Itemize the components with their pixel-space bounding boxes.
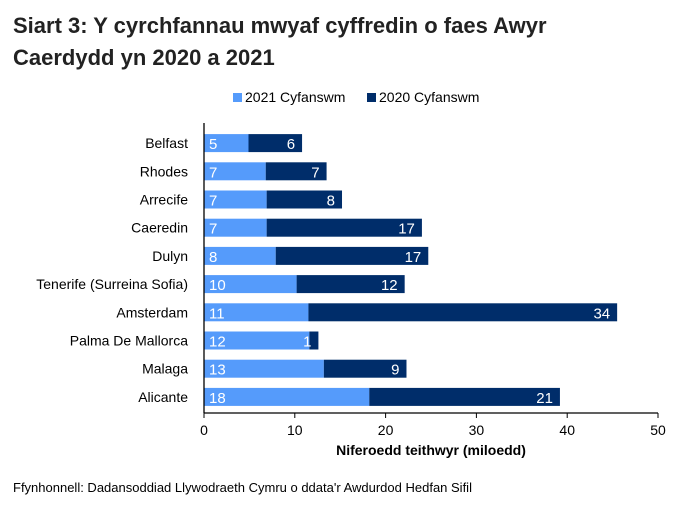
category-label: Palma De Mallorca xyxy=(70,333,188,349)
data-label: 17 xyxy=(398,221,415,238)
x-tick-label: 20 xyxy=(378,422,394,438)
category-label: Amsterdam xyxy=(116,304,188,320)
x-tick-label: 40 xyxy=(559,422,575,438)
data-label: 18 xyxy=(209,390,226,407)
x-tick-label: 0 xyxy=(200,422,208,438)
bar-2020 xyxy=(265,162,327,181)
category-label: Tenerife (Surreina Sofia) xyxy=(36,276,188,292)
chart-title: Siart 3: Y cyrchfannau mwyaf cyffredin o… xyxy=(13,13,547,70)
data-label: 21 xyxy=(536,390,553,407)
bar-2021 xyxy=(204,359,324,378)
x-axis-title: Niferoedd teithwyr (miloedd) xyxy=(336,442,526,458)
data-label: 13 xyxy=(209,362,226,379)
bar-2021 xyxy=(204,387,370,406)
source-note: Ffynhonnell: Dadansoddiad Llywodraeth Cy… xyxy=(13,480,472,495)
data-label: 10 xyxy=(209,277,226,294)
data-label: 8 xyxy=(327,193,335,210)
data-label: 7 xyxy=(209,221,217,238)
bar-2020 xyxy=(309,331,319,350)
data-label: 7 xyxy=(311,164,319,181)
category-label: Malaga xyxy=(142,361,188,377)
data-label: 5 xyxy=(209,136,217,153)
x-tick-label: 10 xyxy=(287,422,303,438)
bar-2020 xyxy=(266,218,422,237)
bar-2020 xyxy=(275,246,429,265)
legend-swatch xyxy=(367,93,376,102)
legend-swatch xyxy=(233,93,242,102)
data-label: 1 xyxy=(303,334,311,351)
x-tick-label: 30 xyxy=(469,422,485,438)
bar-2021 xyxy=(204,275,297,294)
data-label: 11 xyxy=(209,305,225,322)
bar-2021 xyxy=(204,246,276,265)
data-label: 12 xyxy=(209,334,226,351)
bar-2021 xyxy=(204,134,249,153)
bar-2021 xyxy=(204,162,266,181)
bar-2020 xyxy=(308,303,618,322)
x-tick-label: 50 xyxy=(650,422,666,438)
data-label: 9 xyxy=(391,362,399,379)
category-label: Dulyn xyxy=(152,248,188,264)
category-label: Alicante xyxy=(138,389,188,405)
data-label: 17 xyxy=(405,249,422,266)
bar-2021 xyxy=(204,303,309,322)
category-label: Caeredin xyxy=(131,220,188,236)
data-label: 8 xyxy=(209,249,217,266)
bar-2020 xyxy=(266,190,343,209)
legend-label: 2020 Cyfanswm xyxy=(379,89,479,105)
bar-2020 xyxy=(323,359,407,378)
bar-2020 xyxy=(369,387,560,406)
data-label: 34 xyxy=(593,305,610,322)
data-label: 6 xyxy=(287,136,295,153)
legend-label: 2021 Cyfanswm xyxy=(245,89,345,105)
data-label: 7 xyxy=(209,193,217,210)
data-label: 7 xyxy=(209,164,217,181)
bar-2021 xyxy=(204,331,310,350)
bar-2021 xyxy=(204,218,267,237)
category-label: Arrecife xyxy=(140,192,188,208)
bar-2021 xyxy=(204,190,267,209)
category-label: Belfast xyxy=(145,135,188,151)
bar-2020 xyxy=(248,134,303,153)
bar-2020 xyxy=(296,275,405,294)
category-label: Rhodes xyxy=(140,163,188,179)
data-label: 12 xyxy=(381,277,398,294)
